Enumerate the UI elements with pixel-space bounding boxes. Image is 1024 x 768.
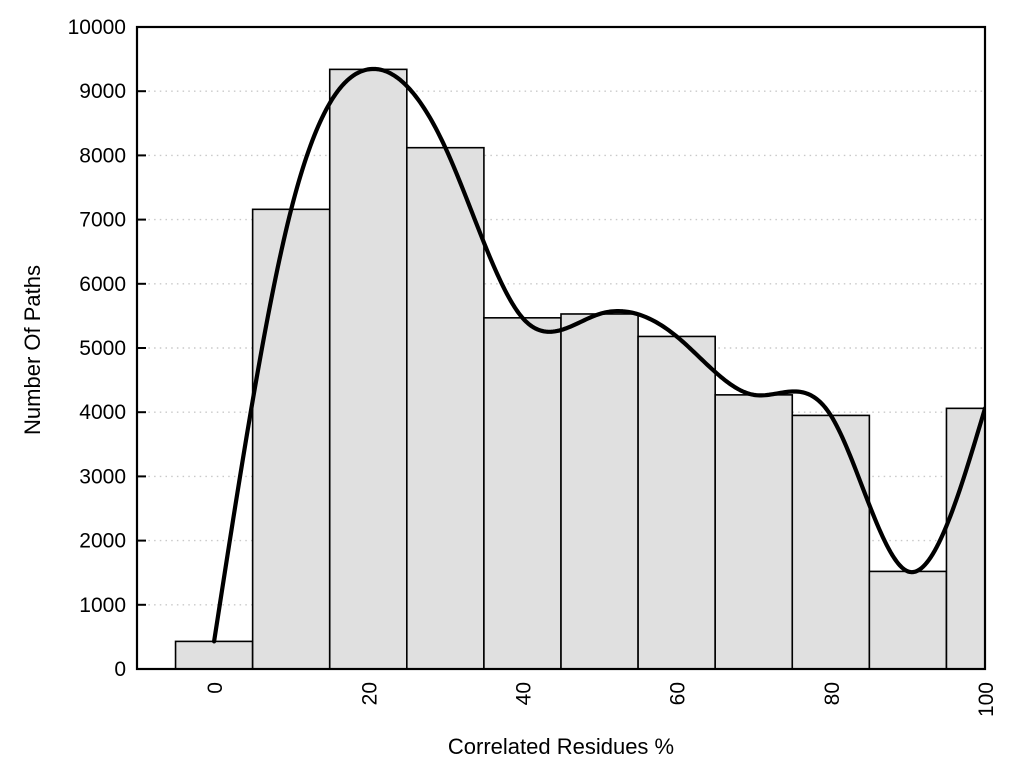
x-tick-label-20: 20 [358, 682, 381, 705]
x-tick-label-40: 40 [512, 682, 535, 705]
histogram-bar-40 [483, 317, 562, 670]
histogram-bar-30 [406, 146, 485, 670]
histogram-bar-60 [637, 335, 716, 670]
histogram-bar-50 [560, 313, 639, 670]
y-tick-label-8000: 8000 [79, 144, 126, 167]
x-tick-label-60: 60 [667, 682, 690, 705]
x-axis-title: Correlated Residues % [447, 734, 675, 759]
y-tick-label-2000: 2000 [79, 530, 126, 553]
histogram-bar-90 [868, 570, 948, 670]
histogram-bar-100 [945, 407, 986, 670]
y-tick-label-6000: 6000 [79, 273, 126, 296]
x-tick-label-80: 80 [821, 682, 844, 705]
x-tick-label-0: 0 [204, 682, 227, 694]
y-tick-label-1000: 1000 [79, 594, 126, 617]
histogram-bar-80 [791, 414, 871, 670]
y-tick-label-3000: 3000 [79, 465, 126, 488]
histogram-bar-10 [251, 208, 331, 670]
histogram-bar-70 [714, 394, 794, 670]
histogram-bar-0 [174, 640, 254, 670]
histogram-bar-20 [328, 68, 408, 670]
y-tick-label-0: 0 [114, 658, 126, 681]
y-tick-label-4000: 4000 [79, 401, 126, 424]
y-tick-label-5000: 5000 [79, 337, 126, 360]
y-tick-label-9000: 9000 [79, 80, 126, 103]
y-tick-label-7000: 7000 [79, 209, 126, 232]
x-tick-label-100: 100 [975, 682, 998, 717]
smooth-fit-curve [211, 66, 985, 644]
y-tick-label-10000: 10000 [68, 16, 126, 39]
